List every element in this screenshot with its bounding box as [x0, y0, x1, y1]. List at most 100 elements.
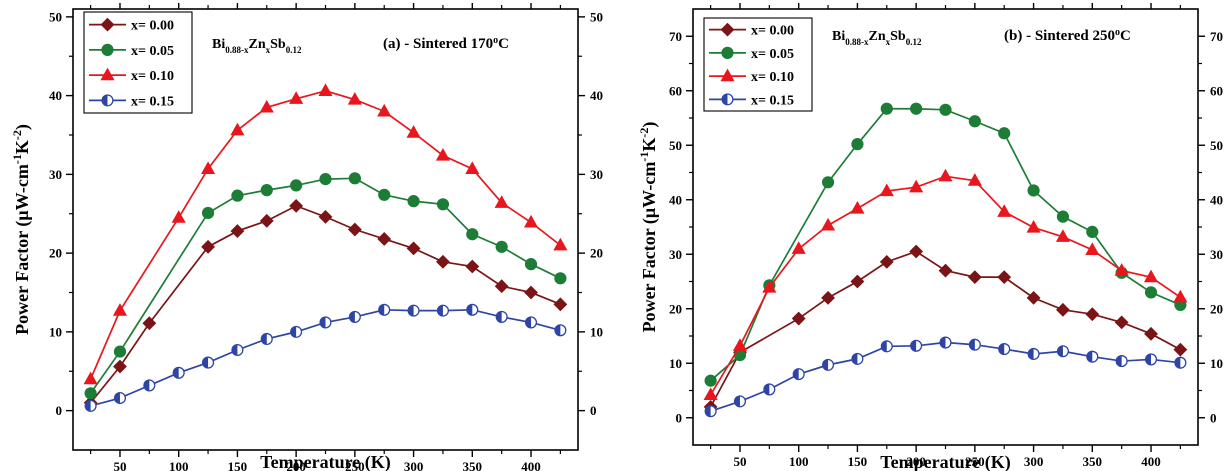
x-tick-label: 250: [345, 459, 365, 471]
data-point: [260, 332, 273, 346]
data-point: [968, 115, 981, 128]
data-point: [1114, 315, 1129, 330]
data-point: [436, 254, 450, 269]
data-point: [939, 103, 952, 116]
series-000: [83, 198, 568, 410]
data-point: [113, 391, 127, 405]
data-point: [378, 303, 391, 316]
series-005: [704, 102, 1187, 387]
data-point: [704, 405, 717, 418]
x-tick-label: 400: [521, 459, 541, 471]
y-tick-label-left: 40: [669, 192, 682, 207]
y-tick-label-left: 50: [49, 9, 62, 24]
x-tick-label: 300: [1024, 454, 1044, 469]
legend-label: x= 0.15: [131, 94, 174, 109]
series-010: [83, 83, 568, 385]
y-tick-label-right: 70: [1210, 29, 1223, 44]
panel-annotation: (a) - Sintered 170oC: [383, 35, 509, 53]
x-tick-label: 250: [965, 454, 985, 469]
data-point: [910, 339, 923, 352]
data-point: [554, 272, 567, 285]
y-axis-label: Power Factor (μW-cm-1K-2): [637, 122, 660, 333]
series-015: [704, 336, 1187, 418]
legend-label: x= 0.00: [131, 19, 174, 34]
data-point: [967, 270, 982, 285]
series-line: [709, 175, 1181, 396]
data-point: [821, 217, 836, 231]
y-tick-label-right: 0: [1210, 410, 1217, 425]
data-point: [172, 366, 185, 379]
data-point: [290, 325, 303, 338]
y-tick-label-left: 10: [669, 356, 682, 371]
data-point: [968, 338, 981, 351]
data-point: [791, 241, 806, 254]
data-point: [851, 352, 864, 365]
data-point: [939, 336, 952, 349]
data-point: [318, 209, 333, 224]
data-point: [524, 285, 538, 300]
y-tick-label-right: 20: [590, 246, 603, 261]
panel-annotation: (b) - Sintered 250oC: [1004, 27, 1131, 45]
data-point: [821, 176, 835, 189]
data-point: [1144, 326, 1158, 341]
data-point: [997, 270, 1012, 285]
data-point: [436, 304, 449, 317]
data-point: [909, 244, 924, 259]
data-point: [1115, 355, 1128, 368]
data-point: [1173, 289, 1188, 303]
composition-formula: Bi0.88-xZnxSb0.12: [212, 37, 302, 55]
y-tick-label-right: 0: [590, 403, 597, 418]
data-point: [1026, 220, 1041, 233]
data-point: [791, 311, 806, 326]
data-point: [260, 184, 273, 197]
y-tick-label-right: 60: [1210, 83, 1223, 98]
data-point: [1085, 242, 1100, 255]
data-point: [142, 316, 157, 331]
data-point: [83, 371, 98, 385]
legend-label: x= 0.10: [131, 69, 174, 84]
y-tick-label-left: 60: [669, 83, 682, 98]
data-point: [524, 258, 538, 271]
y-tick-label-right: 30: [1210, 247, 1223, 262]
legend-label: x= 0.05: [751, 47, 794, 62]
data-point: [84, 387, 97, 400]
data-point: [553, 237, 568, 251]
data-point: [230, 224, 245, 238]
legend-box: [83, 11, 193, 114]
series-line: [710, 107, 1181, 382]
data-point: [466, 303, 479, 316]
x-tick-label: 350: [463, 459, 483, 471]
data-point: [319, 316, 332, 329]
data-point: [112, 303, 128, 316]
legend-label: x= 0.15: [751, 93, 794, 108]
data-point: [113, 359, 127, 374]
data-point: [495, 310, 508, 323]
data-point: [290, 179, 303, 192]
data-point: [879, 183, 894, 197]
data-point: [202, 356, 215, 369]
data-point: [435, 147, 450, 161]
data-point: [851, 138, 864, 151]
y-tick-label-right: 40: [590, 88, 603, 103]
data-point: [1086, 225, 1099, 239]
data-point: [1056, 210, 1070, 223]
data-point: [319, 173, 332, 186]
data-point: [347, 222, 362, 237]
data-point: [465, 259, 480, 274]
data-point: [407, 304, 420, 317]
data-point: [289, 198, 304, 213]
data-point: [231, 343, 244, 357]
x-tick-label: 150: [848, 454, 868, 469]
data-point: [348, 172, 361, 185]
data-point: [967, 173, 982, 186]
legend: x= 0.00 x= 0.05 x= 0.10 x= 0.15: [83, 11, 193, 114]
data-point: [1114, 263, 1129, 276]
series-line: [709, 250, 1181, 408]
data-point: [998, 127, 1011, 140]
data-point: [494, 279, 509, 294]
chart-panel-b: 50 100 150 200 250 300 350 400 0 0 10 10 20 20 30 30 40 4…: [637, 3, 1223, 471]
data-point: [554, 324, 567, 337]
data-point: [1056, 302, 1070, 317]
data-point: [494, 195, 509, 208]
data-point: [230, 122, 245, 136]
